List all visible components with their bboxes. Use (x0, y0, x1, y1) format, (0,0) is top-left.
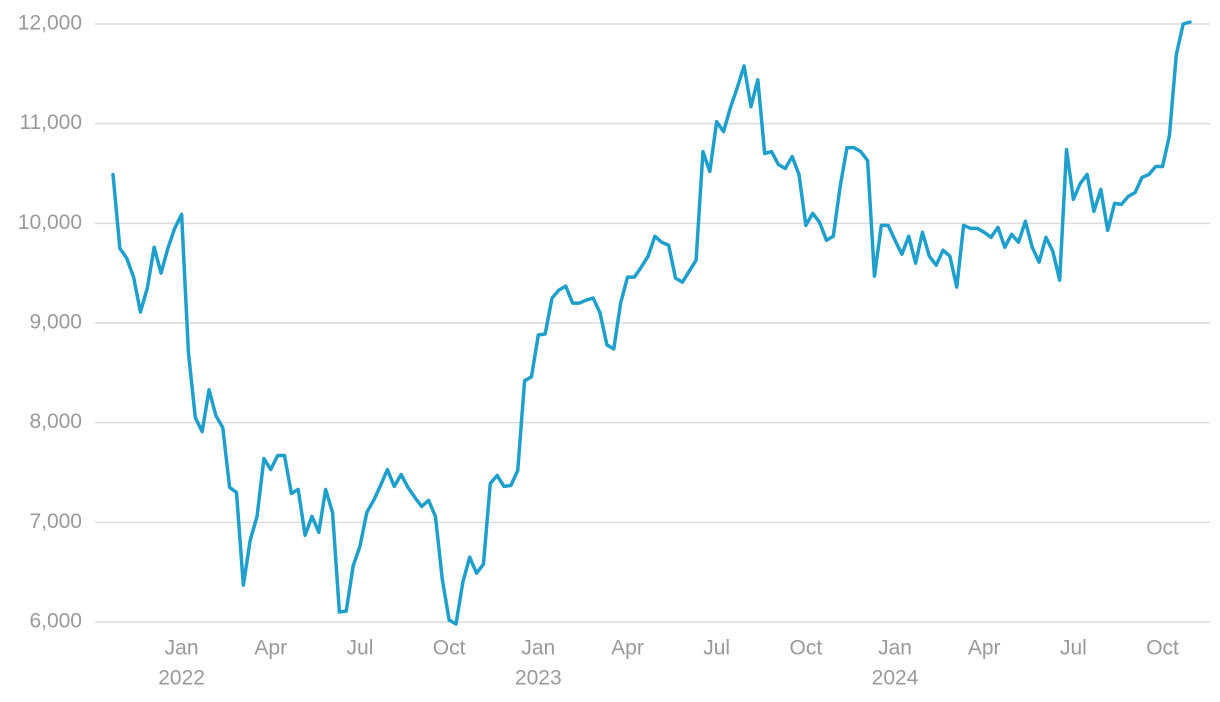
x-tick-year: 2024 (872, 667, 919, 690)
y-tick-label: 6,000 (29, 610, 82, 633)
y-tick-label: 11,000 (19, 111, 82, 134)
x-tick-label: Oct (1146, 637, 1179, 660)
x-tick-year: 2022 (158, 667, 205, 690)
x-tick-label: Apr (968, 637, 1001, 660)
x-tick-label: Jul (1060, 637, 1087, 660)
x-tick-label: Jan (878, 637, 912, 660)
data-line (111, 20, 1192, 626)
y-tick-label: 9,000 (29, 311, 82, 334)
x-tick-label: Jan (521, 637, 555, 660)
y-tick-label: 12,000 (18, 12, 82, 35)
y-tick-label: 10,000 (18, 211, 82, 234)
y-tick-label: 8,000 (29, 410, 82, 433)
y-tick-label: 7,000 (29, 510, 82, 533)
x-tick-label: Apr (254, 637, 287, 660)
x-tick-label: Oct (790, 637, 823, 660)
x-tick-label: Jan (165, 637, 199, 660)
x-tick-label: Jul (347, 637, 374, 660)
x-tick-label: Oct (433, 637, 466, 660)
x-tick-year: 2023 (515, 667, 562, 690)
x-tick-label: Apr (611, 637, 644, 660)
x-tick-label: Jul (703, 637, 730, 660)
